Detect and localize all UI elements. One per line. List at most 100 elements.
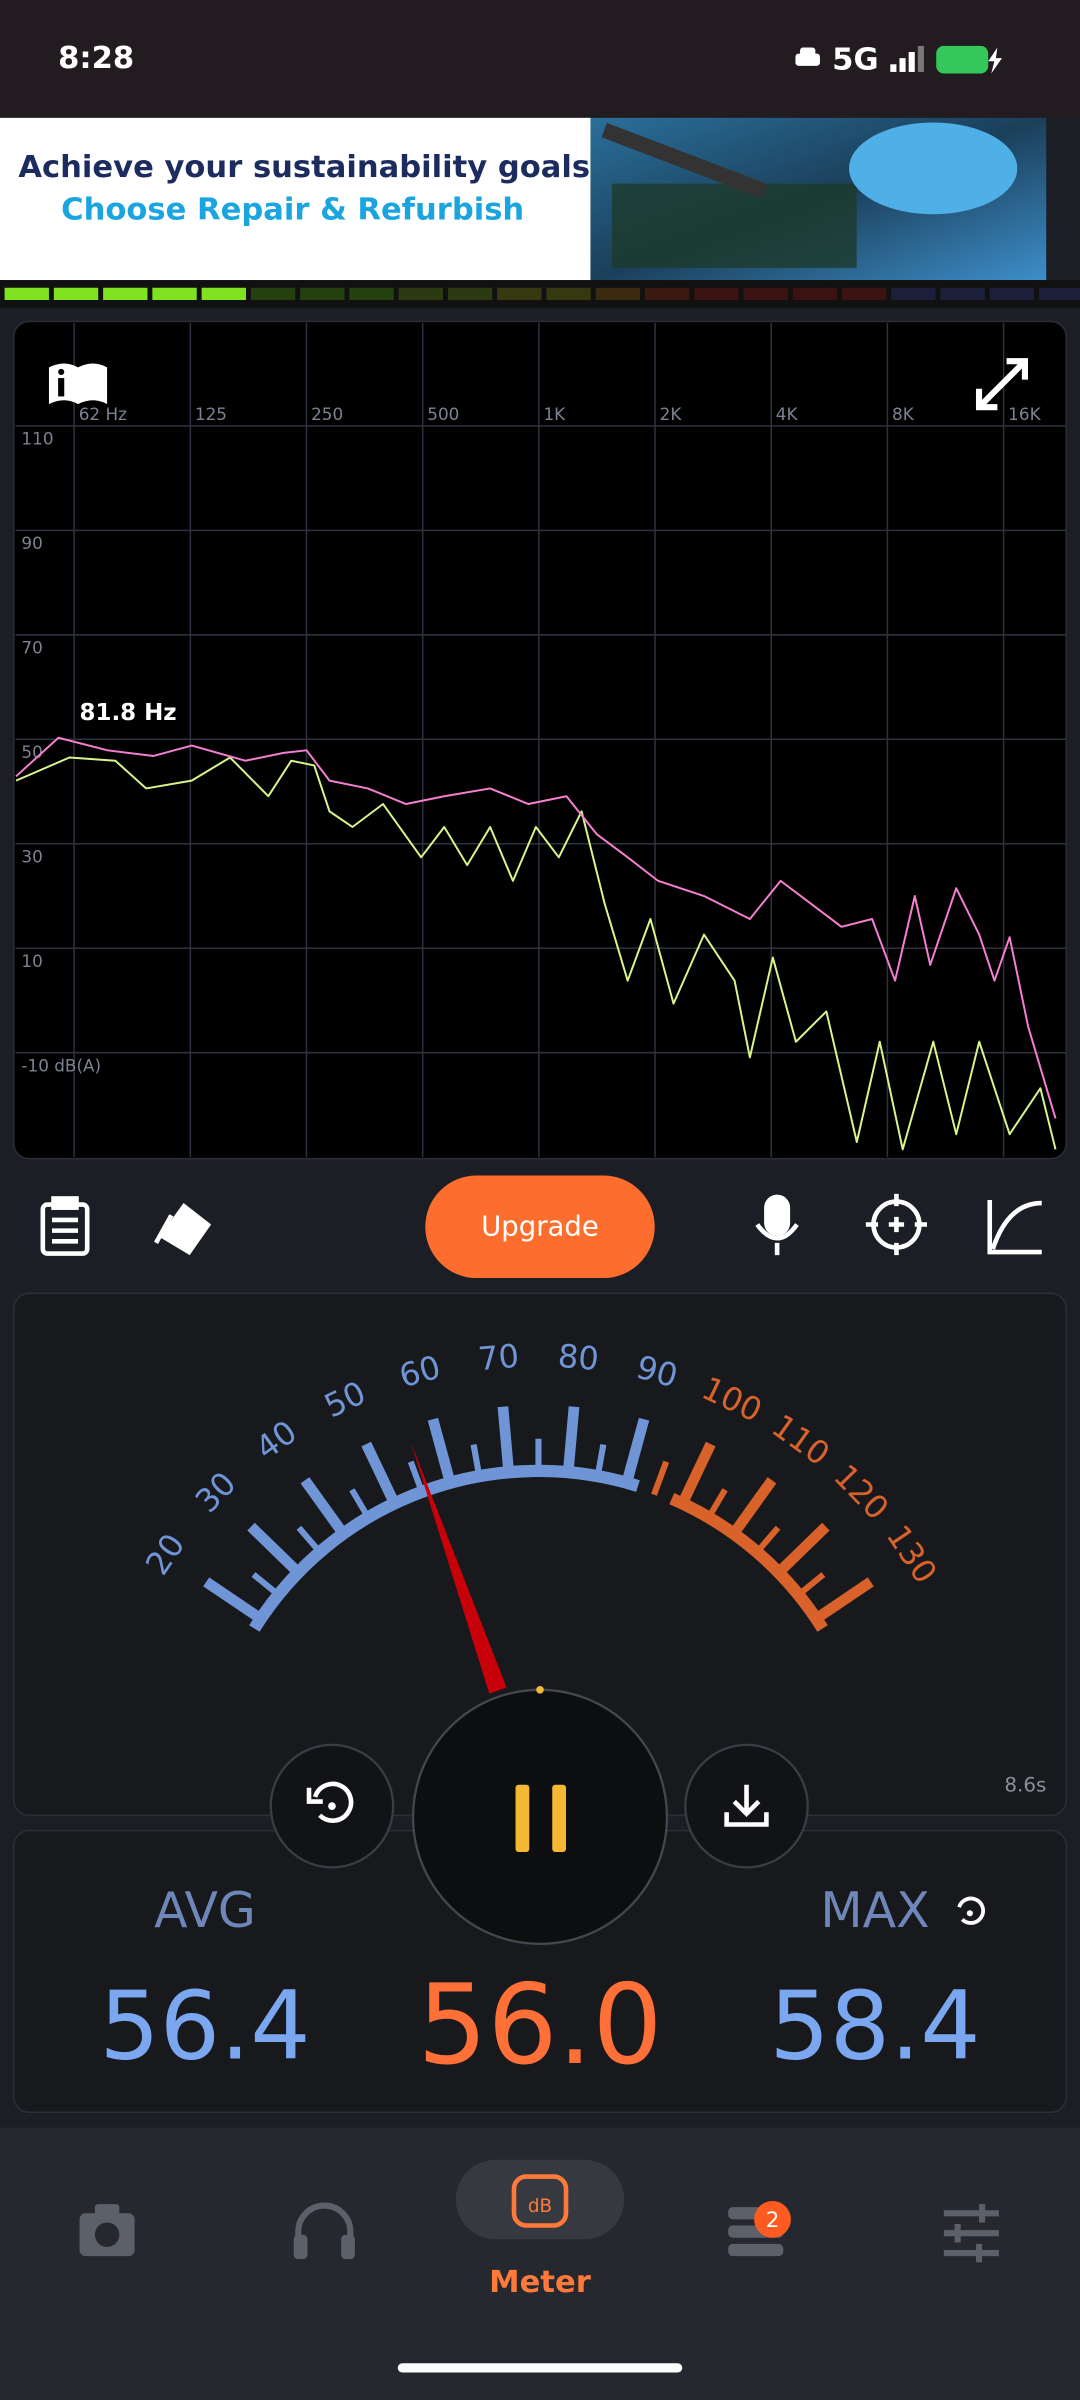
gauge-minor-tick — [594, 1444, 607, 1480]
gauge-major-tick — [810, 1577, 874, 1625]
gauge-minor-tick — [349, 1488, 373, 1522]
ad-image-glove — [849, 122, 1018, 215]
history-tab[interactable]: 2 — [728, 2201, 791, 2257]
gauge-major-tick — [361, 1441, 401, 1509]
battery-icon — [936, 45, 1002, 74]
clipboard-button[interactable] — [40, 1196, 90, 1256]
gauge-major-tick — [497, 1406, 515, 1476]
mic-button[interactable] — [755, 1194, 799, 1256]
level-segment — [250, 287, 296, 300]
cards-button[interactable] — [154, 1203, 212, 1256]
meter-icon-text: dB — [528, 2196, 552, 2217]
level-segment — [644, 287, 690, 300]
y-tick-label: 50 — [21, 742, 42, 762]
gauge-minor-tick — [704, 1488, 728, 1522]
upgrade-button[interactable]: Upgrade — [425, 1175, 655, 1279]
gauge-tick-label: 70 — [476, 1337, 520, 1378]
gauge-major-tick — [772, 1522, 830, 1579]
guide-button[interactable] — [48, 363, 108, 405]
signal-icon — [890, 45, 924, 72]
expand-button[interactable] — [975, 358, 1028, 411]
ad-banner[interactable]: Achieve your sustainability goals Choose… — [0, 117, 1047, 281]
gauge-minor-tick — [407, 1460, 426, 1496]
gauge-minor-tick — [794, 1572, 826, 1600]
level-segment — [940, 287, 985, 300]
gauge-major-tick — [427, 1417, 457, 1488]
ad-background — [0, 117, 591, 281]
x-tick-label: 8K — [892, 404, 915, 424]
download-button[interactable] — [684, 1743, 809, 1869]
gauge-minor-tick — [251, 1572, 283, 1600]
level-segment — [694, 287, 739, 300]
ad-margin — [1046, 117, 1080, 281]
badge-count: 2 — [766, 2208, 780, 2233]
level-segment — [152, 287, 197, 300]
pause-button[interactable] — [411, 1685, 669, 1946]
level-segment — [1039, 287, 1080, 300]
x-tick-label: 4K — [776, 404, 799, 424]
level-segment — [201, 287, 246, 300]
gauge-major-tick — [562, 1406, 580, 1476]
ad-line2: Choose Repair & Refurbish — [61, 193, 524, 228]
peak-annotation: 81.8 Hz — [80, 700, 177, 726]
meter-tab-label: Meter — [489, 2265, 591, 2300]
camera-tab[interactable] — [79, 2204, 135, 2257]
y-tick-label: -10 dB(A) — [21, 1055, 101, 1075]
level-meter — [4, 287, 1080, 300]
level-segment — [447, 287, 493, 300]
avg-value: 56.4 — [99, 1972, 310, 2082]
x-tick-label: 500 — [427, 404, 459, 424]
gauge-major-tick — [676, 1441, 716, 1509]
level-segment — [497, 287, 542, 300]
level-segment — [891, 287, 936, 300]
level-segment — [595, 287, 641, 300]
ad-line1: Achieve your sustainability goals — [18, 150, 590, 185]
avg-label: AVG — [154, 1882, 256, 1939]
level-segment — [53, 287, 99, 300]
level-segment — [841, 287, 887, 300]
ad-image-tool — [601, 122, 768, 199]
meter-tab[interactable]: dB Meter — [455, 2159, 625, 2300]
level-segment — [349, 287, 394, 300]
gauge-tick-label: 80 — [556, 1337, 600, 1378]
settings-tab[interactable] — [943, 2204, 999, 2263]
x-tick-label: 16K — [1008, 404, 1041, 424]
headphones-tab[interactable] — [293, 2202, 355, 2260]
target-button[interactable] — [865, 1193, 928, 1256]
y-tick-label: 110 — [21, 429, 53, 449]
x-tick-label: 2K — [660, 404, 683, 424]
level-segment — [398, 287, 444, 300]
gauge-major-tick — [620, 1417, 650, 1488]
gauge-major-tick — [300, 1477, 350, 1540]
gauge-needle — [410, 1442, 507, 1694]
curve-button[interactable] — [987, 1200, 1042, 1255]
max-reset-button[interactable] — [957, 1896, 985, 1925]
gauge-minor-tick — [651, 1460, 670, 1496]
y-tick-label: 90 — [21, 533, 42, 553]
network: 5G — [832, 43, 878, 78]
y-tick-label: 30 — [21, 847, 42, 867]
level-segment — [989, 287, 1035, 300]
max-value: 58.4 — [769, 1972, 980, 2082]
upgrade-label: Upgrade — [481, 1211, 599, 1243]
spectrum-line — [15, 756, 1057, 1151]
reset-button[interactable] — [269, 1743, 395, 1869]
gauge-major-tick — [247, 1522, 305, 1579]
gauge-minor-tick — [752, 1525, 781, 1557]
x-tick-label: 250 — [311, 404, 343, 424]
level-segment — [792, 287, 838, 300]
x-tick-label: 1K — [543, 404, 566, 424]
gauge-major-tick — [203, 1577, 267, 1625]
y-tick-label: 70 — [21, 638, 42, 658]
max-label: MAX — [820, 1882, 929, 1939]
y-tick-label: 10 — [21, 951, 42, 971]
spectrum-plot: 62 Hz 125 250 500 1K 2K 4K 8K 16K 110 90 70 50 30 10 -1… — [15, 322, 1067, 1158]
level-segment — [546, 287, 591, 300]
time: 8:28 — [58, 41, 134, 76]
spectrum-line — [15, 736, 1057, 1119]
elapsed-time: 8.6s — [1004, 1774, 1046, 1797]
level-segment — [300, 287, 345, 300]
level-segment — [743, 287, 788, 300]
ad-image-board — [611, 183, 857, 268]
